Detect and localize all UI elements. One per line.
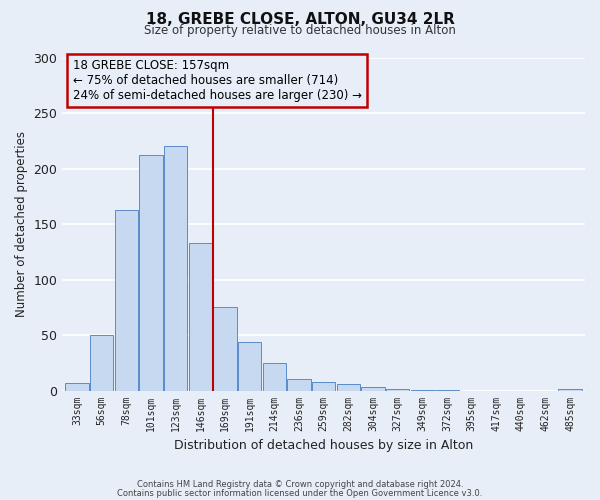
Bar	[188, 243, 212, 391]
Bar	[361, 386, 385, 391]
Bar	[386, 389, 409, 391]
Bar	[214, 306, 237, 391]
Bar	[139, 156, 163, 391]
Bar	[287, 379, 311, 391]
Bar	[65, 384, 89, 391]
Bar	[90, 336, 113, 391]
Bar	[312, 382, 335, 391]
Bar	[164, 146, 187, 391]
Bar	[435, 390, 458, 391]
Text: Contains HM Land Registry data © Crown copyright and database right 2024.: Contains HM Land Registry data © Crown c…	[137, 480, 463, 489]
Text: 18, GREBE CLOSE, ALTON, GU34 2LR: 18, GREBE CLOSE, ALTON, GU34 2LR	[146, 12, 454, 26]
Bar	[410, 390, 434, 391]
Text: Size of property relative to detached houses in Alton: Size of property relative to detached ho…	[144, 24, 456, 37]
X-axis label: Distribution of detached houses by size in Alton: Distribution of detached houses by size …	[174, 440, 473, 452]
Bar	[263, 364, 286, 391]
Bar	[559, 389, 582, 391]
Y-axis label: Number of detached properties: Number of detached properties	[15, 132, 28, 318]
Text: Contains public sector information licensed under the Open Government Licence v3: Contains public sector information licen…	[118, 489, 482, 498]
Bar	[337, 384, 360, 391]
Bar	[238, 342, 262, 391]
Bar	[115, 210, 138, 391]
Text: 18 GREBE CLOSE: 157sqm
← 75% of detached houses are smaller (714)
24% of semi-de: 18 GREBE CLOSE: 157sqm ← 75% of detached…	[73, 59, 362, 102]
